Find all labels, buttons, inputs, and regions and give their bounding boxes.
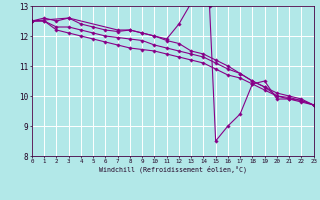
X-axis label: Windchill (Refroidissement éolien,°C): Windchill (Refroidissement éolien,°C) bbox=[99, 166, 247, 173]
